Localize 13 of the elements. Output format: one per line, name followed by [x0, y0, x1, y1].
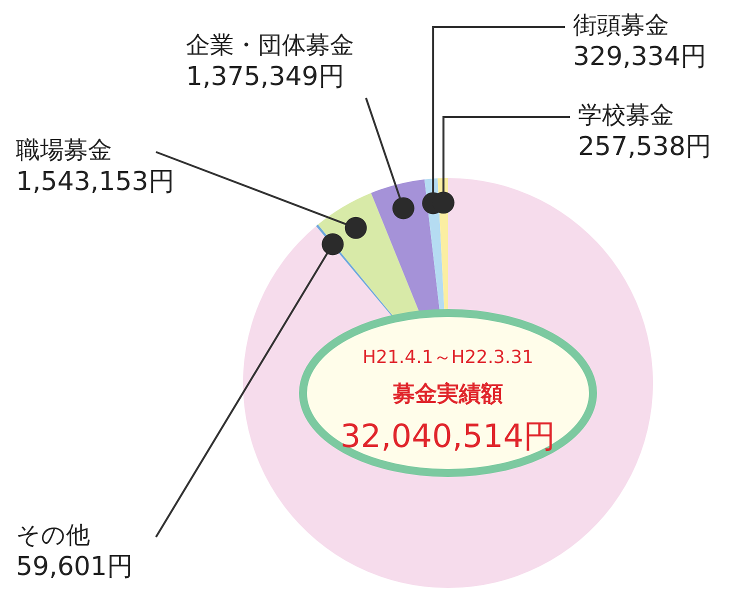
- data-label: 329,334円: [573, 42, 707, 72]
- slice-label: 街頭募金: [573, 11, 669, 39]
- text: 募金実績額: [392, 381, 503, 407]
- slice-label: その他: [16, 521, 90, 549]
- data-label: 1,543,153円: [16, 167, 174, 197]
- data-label: 257,538円: [578, 132, 712, 162]
- data-label: 1,375,349円: [186, 62, 344, 92]
- slice-label: 学校募金: [578, 101, 674, 129]
- slice-label: 企業・団体募金: [186, 31, 354, 59]
- data-label: 59,601円: [16, 552, 133, 582]
- slice-label: 職場募金: [16, 136, 112, 164]
- text: H21.4.1～H22.3.31: [362, 347, 534, 368]
- text: 32,040,514円: [340, 417, 556, 455]
